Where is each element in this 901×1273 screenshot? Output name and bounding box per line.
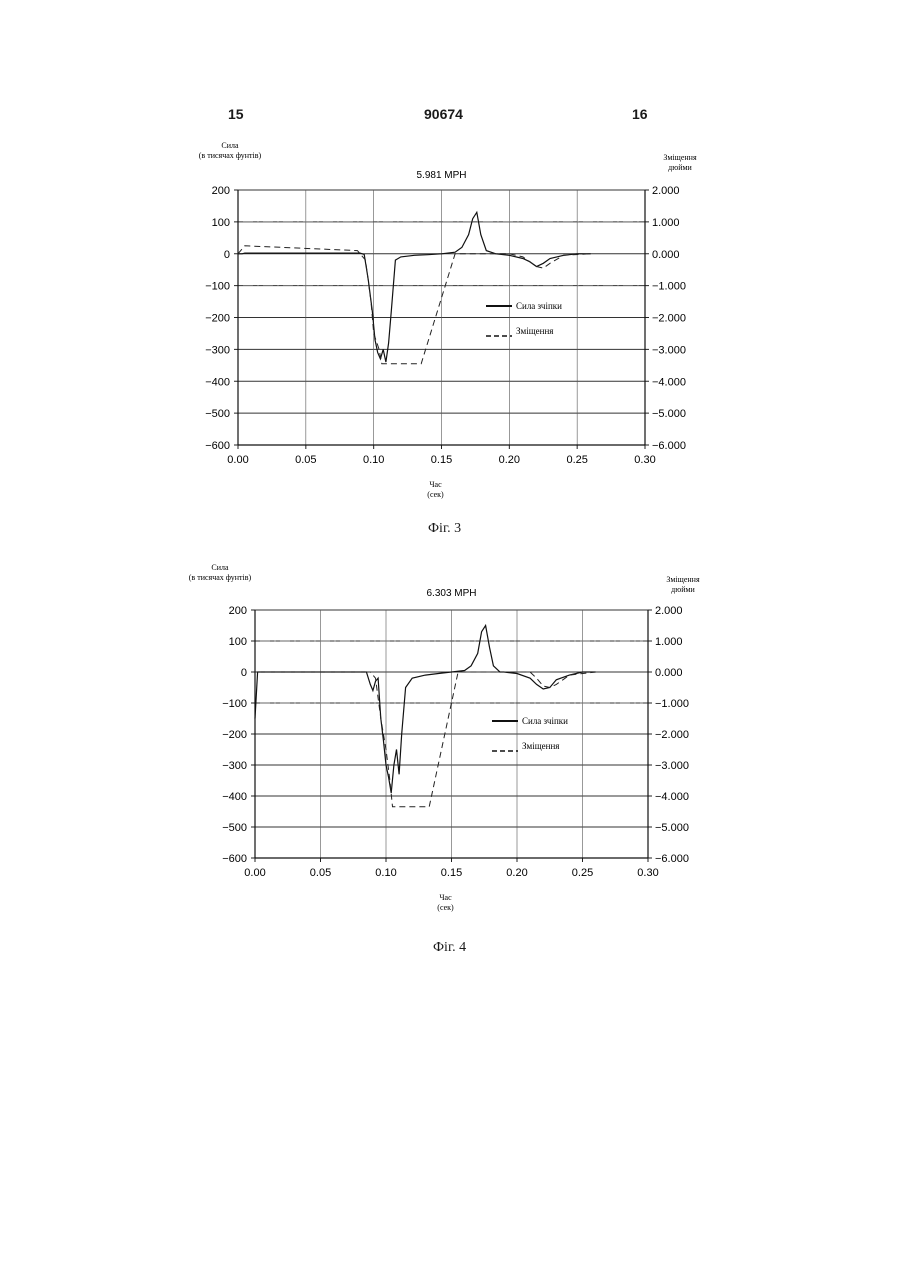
y2-tick-label: −6.000	[655, 853, 689, 865]
page-number-left: 15	[228, 106, 244, 122]
y2-axis-label: дюйми	[668, 163, 692, 172]
legend-label-force: Сила зчіпки	[516, 301, 562, 311]
y2-tick-label: −5.000	[655, 822, 689, 834]
y2-axis-label: Зміщення	[666, 575, 700, 584]
x-axis-label: Час	[429, 480, 442, 489]
y2-tick-label: −6.000	[652, 440, 686, 452]
y-tick-label: −200	[222, 729, 247, 741]
chart-fig-3-plot: Сила(в тисячах фунтів)Зміщеннядюйми5.981…	[0, 130, 901, 520]
y2-tick-label: 1.000	[655, 636, 683, 648]
y-tick-label: −600	[205, 440, 230, 452]
y2-tick-label: −1.000	[652, 281, 686, 293]
y2-tick-label: −1.000	[655, 698, 689, 710]
y-tick-label: 0	[241, 667, 247, 679]
page-number-right: 16	[632, 106, 648, 122]
y-tick-label: −400	[222, 791, 247, 803]
chart-title: 6.303 MPH	[426, 588, 476, 599]
series-line-force	[255, 626, 596, 793]
y-tick-label: −600	[222, 853, 247, 865]
y2-axis-label: дюйми	[671, 585, 695, 594]
chart-title: 5.981 MPH	[416, 170, 466, 181]
y-tick-label: −500	[205, 408, 230, 420]
x-tick-label: 0.25	[566, 454, 587, 466]
y-tick-label: 100	[212, 217, 230, 229]
y-tick-label: 200	[212, 185, 230, 197]
figure-4-caption: Фіг. 4	[433, 940, 466, 956]
y2-tick-label: −4.000	[655, 791, 689, 803]
legend-label-displacement: Зміщення	[522, 741, 559, 751]
legend-label-force: Сила зчіпки	[522, 716, 568, 726]
y2-tick-label: −3.000	[652, 344, 686, 356]
x-tick-label: 0.00	[227, 454, 248, 466]
y-axis-label: (в тисячах фунтів)	[189, 573, 252, 582]
series-line-displacement	[255, 672, 596, 807]
figure-3-caption: Фіг. 3	[428, 521, 461, 537]
y-tick-label: 100	[229, 636, 247, 648]
x-tick-label: 0.10	[375, 867, 396, 879]
y-tick-label: −300	[222, 760, 247, 772]
y2-tick-label: −4.000	[652, 376, 686, 388]
document-number: 90674	[424, 106, 463, 122]
y2-tick-label: 0.000	[652, 249, 680, 261]
x-tick-label: 0.30	[634, 454, 655, 466]
x-tick-label: 0.00	[244, 867, 265, 879]
y2-tick-label: 2.000	[652, 185, 680, 197]
x-tick-label: 0.15	[431, 454, 452, 466]
x-axis-label: Час	[439, 893, 452, 902]
x-tick-label: 0.20	[506, 867, 527, 879]
chart-fig-3: Сила(в тисячах фунтів)Зміщеннядюйми5.981…	[0, 130, 901, 550]
series-line-force	[238, 212, 591, 362]
y2-axis-label: Зміщення	[663, 153, 697, 162]
chart-fig-4: Сила(в тисячах фунтів)Зміщеннядюйми6.303…	[0, 560, 901, 960]
chart-fig-4-plot: Сила(в тисячах фунтів)Зміщеннядюйми6.303…	[0, 560, 901, 930]
y-axis-label: Сила	[211, 563, 229, 572]
x-tick-label: 0.30	[637, 867, 658, 879]
y2-tick-label: −2.000	[652, 313, 686, 325]
legend-label-displacement: Зміщення	[516, 326, 553, 336]
y2-tick-label: 0.000	[655, 667, 683, 679]
y-tick-label: 200	[229, 605, 247, 617]
x-tick-label: 0.05	[310, 867, 331, 879]
x-tick-label: 0.25	[572, 867, 593, 879]
y2-tick-label: −3.000	[655, 760, 689, 772]
x-axis-label: (сек)	[427, 490, 444, 499]
y-axis-label: (в тисячах фунтів)	[199, 151, 262, 160]
x-axis-label: (сек)	[437, 903, 454, 912]
y2-tick-label: −5.000	[652, 408, 686, 420]
y-tick-label: 0	[224, 249, 230, 261]
y2-tick-label: 1.000	[652, 217, 680, 229]
y-tick-label: −100	[222, 698, 247, 710]
y-axis-label: Сила	[221, 141, 239, 150]
y-tick-label: −100	[205, 281, 230, 293]
x-tick-label: 0.10	[363, 454, 384, 466]
x-tick-label: 0.20	[499, 454, 520, 466]
y2-tick-label: 2.000	[655, 605, 683, 617]
y-tick-label: −400	[205, 376, 230, 388]
y-tick-label: −300	[205, 344, 230, 356]
y-tick-label: −500	[222, 822, 247, 834]
y-tick-label: −200	[205, 313, 230, 325]
x-tick-label: 0.05	[295, 454, 316, 466]
y2-tick-label: −2.000	[655, 729, 689, 741]
x-tick-label: 0.15	[441, 867, 462, 879]
